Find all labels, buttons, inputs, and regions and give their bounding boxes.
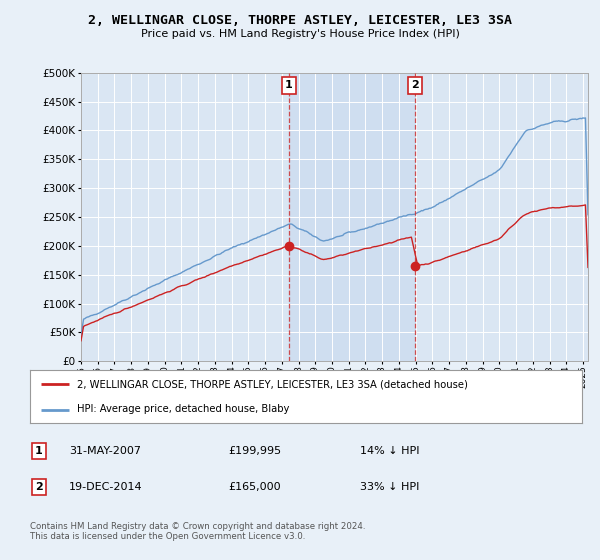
- Bar: [289, 73, 415, 361]
- Text: Contains HM Land Registry data © Crown copyright and database right 2024.
This d: Contains HM Land Registry data © Crown c…: [30, 522, 365, 542]
- Text: 2: 2: [411, 81, 419, 91]
- Text: 2: 2: [35, 482, 43, 492]
- Text: £199,995: £199,995: [228, 446, 281, 456]
- Text: 33% ↓ HPI: 33% ↓ HPI: [360, 482, 419, 492]
- Text: 31-MAY-2007: 31-MAY-2007: [69, 446, 141, 456]
- Text: 19-DEC-2014: 19-DEC-2014: [69, 482, 143, 492]
- Text: 1: 1: [285, 81, 293, 91]
- Text: 2, WELLINGAR CLOSE, THORPE ASTLEY, LEICESTER, LE3 3SA (detached house): 2, WELLINGAR CLOSE, THORPE ASTLEY, LEICE…: [77, 380, 468, 390]
- Text: Price paid vs. HM Land Registry's House Price Index (HPI): Price paid vs. HM Land Registry's House …: [140, 29, 460, 39]
- Text: HPI: Average price, detached house, Blaby: HPI: Average price, detached house, Blab…: [77, 404, 289, 414]
- Text: 2, WELLINGAR CLOSE, THORPE ASTLEY, LEICESTER, LE3 3SA: 2, WELLINGAR CLOSE, THORPE ASTLEY, LEICE…: [88, 14, 512, 27]
- Text: 14% ↓ HPI: 14% ↓ HPI: [360, 446, 419, 456]
- Text: £165,000: £165,000: [228, 482, 281, 492]
- Text: 1: 1: [35, 446, 43, 456]
